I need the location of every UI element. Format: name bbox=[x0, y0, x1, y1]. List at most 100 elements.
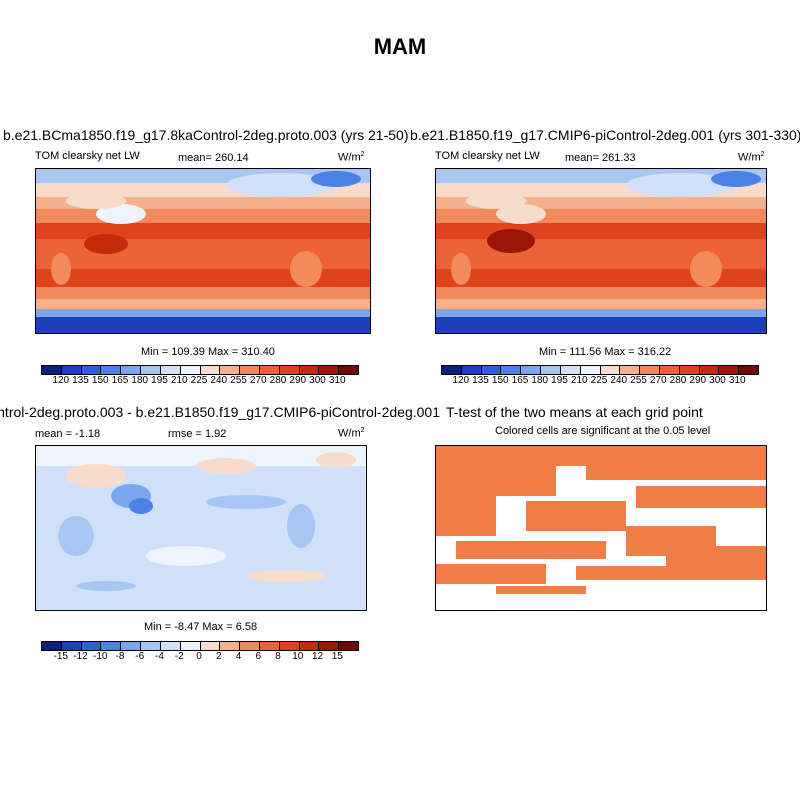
colorbar-tick-label: 270 bbox=[249, 375, 267, 386]
panel3-mean: mean = -1.18 bbox=[35, 428, 101, 440]
panel1-variable: TOM clearsky net LW bbox=[35, 150, 140, 162]
colorbar-segment bbox=[620, 366, 641, 374]
figure-title: MAM bbox=[373, 34, 427, 59]
colorbar-segment bbox=[739, 366, 758, 374]
colorbar-tick-label: -15 bbox=[53, 651, 68, 662]
colorbar-segment bbox=[481, 366, 502, 374]
panel1-field bbox=[36, 169, 370, 333]
colorbar-segment bbox=[220, 642, 241, 650]
colorbar-segment bbox=[319, 366, 340, 374]
significant-cell-region bbox=[496, 586, 586, 594]
panel3-title: 19_g17.8kaControl-2deg.proto.003 - b.e21… bbox=[0, 404, 440, 420]
colorbar-tick-label: 165 bbox=[511, 375, 529, 386]
panel3-rmse: rmse = 1.92 bbox=[168, 428, 227, 440]
colorbar-tick-label: 120 bbox=[52, 375, 70, 386]
significant-cell-region bbox=[436, 564, 546, 584]
colorbar-segment bbox=[319, 642, 340, 650]
panel3-minmax: Min = -8.47 Max = 6.58 bbox=[144, 621, 258, 633]
panel2-mean: mean= 261.33 bbox=[565, 152, 636, 164]
colorbar-tick-label: 210 bbox=[570, 375, 588, 386]
panel4-title: T-test of the two means at each grid poi… bbox=[446, 404, 703, 420]
panel4-significance-field bbox=[436, 446, 766, 594]
colorbar-tick-label: 255 bbox=[630, 375, 647, 386]
colorbar-tick-label: 255 bbox=[230, 375, 247, 386]
panel3-colorbar bbox=[41, 641, 359, 651]
colorbar-segment bbox=[580, 366, 601, 374]
colorbar-segment bbox=[299, 366, 320, 374]
colorbar-tick-label: 225 bbox=[590, 375, 608, 386]
colorbar-tick-label: 8 bbox=[275, 651, 281, 662]
colorbar-segment bbox=[541, 366, 561, 374]
colorbar-segment bbox=[180, 366, 201, 374]
panel2-field bbox=[436, 169, 766, 333]
panel2-map bbox=[435, 168, 767, 334]
panel1-minmax: Min = 109.39 Max = 310.40 bbox=[141, 346, 275, 358]
colorbar-tick-label: 6 bbox=[255, 651, 262, 662]
panel3-field bbox=[36, 446, 366, 610]
colorbar-segment bbox=[61, 642, 82, 650]
colorbar-segment bbox=[699, 366, 720, 374]
colorbar-segment bbox=[121, 642, 142, 650]
colorbar-tick-label: 270 bbox=[649, 375, 667, 386]
colorbar-segment bbox=[679, 366, 700, 374]
panel3-map bbox=[35, 445, 367, 611]
colorbar-tick-label: 10 bbox=[292, 651, 304, 662]
colorbar-tick-label: 225 bbox=[190, 375, 208, 386]
colorbar-tick-label: 0 bbox=[196, 651, 202, 662]
significant-cell-region bbox=[586, 466, 766, 480]
colorbar-tick-label: 4 bbox=[235, 651, 242, 662]
colorbar-tick-label: 290 bbox=[689, 375, 707, 386]
colorbar-tick-label: 300 bbox=[709, 375, 726, 386]
colorbar-segment bbox=[180, 642, 201, 650]
panel2-colorbar bbox=[441, 365, 759, 375]
panel4-map bbox=[435, 445, 767, 611]
significant-cell-region bbox=[436, 496, 496, 536]
significant-cell-region bbox=[436, 466, 556, 496]
panel1-mean: mean= 260.14 bbox=[178, 152, 249, 164]
colorbar-tick-label: 150 bbox=[91, 375, 109, 386]
colorbar-tick-label: 180 bbox=[131, 375, 149, 386]
significant-cell-region bbox=[636, 486, 766, 508]
colorbar-segment bbox=[442, 366, 462, 374]
colorbar-segment bbox=[141, 642, 161, 650]
panel2-title: b.e21.B1850.f19_g17.CMIP6-piControl-2deg… bbox=[410, 127, 800, 143]
colorbar-segment bbox=[200, 642, 221, 650]
colorbar-segment bbox=[719, 366, 740, 374]
colorbar-segment bbox=[600, 366, 621, 374]
colorbar-tick-label: 240 bbox=[210, 375, 228, 386]
colorbar-tick-label: -6 bbox=[135, 651, 145, 662]
colorbar-tick-label: 150 bbox=[491, 375, 509, 386]
colorbar-segment bbox=[659, 366, 680, 374]
colorbar-segment bbox=[61, 366, 82, 374]
panel3-units: W/m2 bbox=[338, 427, 365, 440]
colorbar-segment bbox=[560, 366, 581, 374]
panel1-map bbox=[35, 168, 371, 334]
colorbar-segment bbox=[501, 366, 522, 374]
colorbar-tick-label: -4 bbox=[155, 651, 164, 662]
colorbar-tick-label: 135 bbox=[472, 375, 489, 386]
colorbar-segment bbox=[259, 642, 280, 650]
colorbar-tick-label: 210 bbox=[170, 375, 188, 386]
panel4-subtitle: Colored cells are significant at the 0.0… bbox=[495, 425, 711, 437]
colorbar-segment bbox=[42, 642, 62, 650]
colorbar-segment bbox=[160, 366, 181, 374]
colorbar-tick-label: 195 bbox=[151, 375, 168, 386]
colorbar-segment bbox=[81, 642, 102, 650]
colorbar-tick-label: 2 bbox=[215, 651, 222, 662]
colorbar-segment bbox=[101, 642, 122, 650]
colorbar-segment bbox=[461, 366, 482, 374]
colorbar-tick-label: 120 bbox=[452, 375, 470, 386]
panel1-colorbar bbox=[41, 365, 359, 375]
colorbar-tick-label: 135 bbox=[72, 375, 89, 386]
colorbar-tick-label: 165 bbox=[111, 375, 129, 386]
colorbar-segment bbox=[279, 366, 300, 374]
significant-cell-region bbox=[526, 501, 626, 531]
colorbar-tick-label: 290 bbox=[289, 375, 307, 386]
colorbar-tick-label: -12 bbox=[73, 651, 88, 662]
significant-cell-region bbox=[456, 541, 606, 559]
significant-cell-region bbox=[436, 446, 766, 466]
colorbar-segment bbox=[279, 642, 300, 650]
colorbar-segment bbox=[160, 642, 181, 650]
colorbar-segment bbox=[101, 366, 122, 374]
colorbar-segment bbox=[339, 366, 358, 374]
